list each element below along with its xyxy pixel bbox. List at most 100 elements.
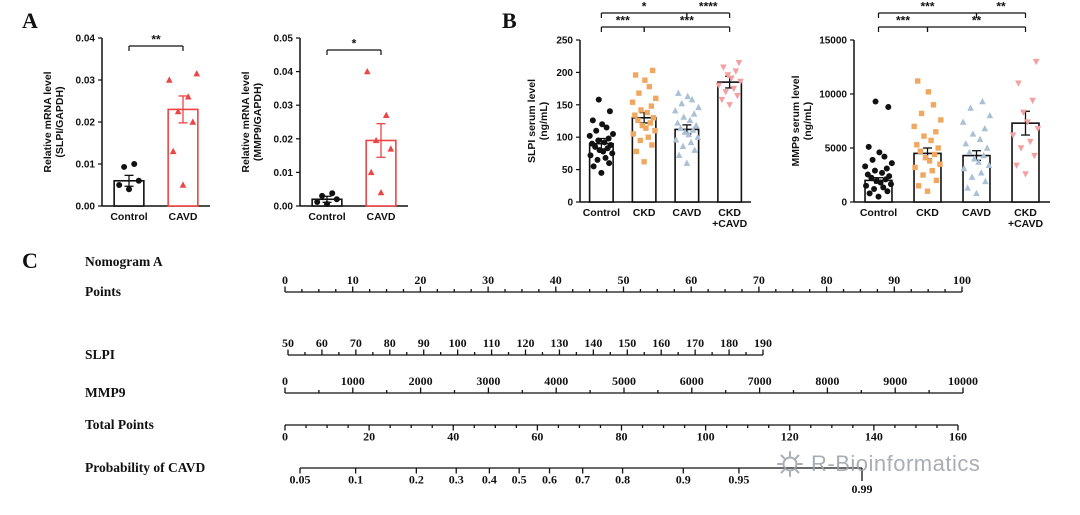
y-axis-title: (ng/mL) xyxy=(802,102,814,141)
points-CAVD xyxy=(959,97,994,197)
sig-label: ** xyxy=(972,14,982,28)
category-label: CAVD xyxy=(962,207,991,219)
nomogram-tick-label: 20 xyxy=(414,273,426,287)
category-label: CAVD xyxy=(367,211,396,223)
nomogram-tick-label: 10000 xyxy=(948,374,978,388)
points-CKD+CAVD xyxy=(715,59,744,109)
nomogram-tick-label: 0.4 xyxy=(482,473,497,487)
nomogram-tick-label: 80 xyxy=(821,273,833,287)
nomogram-row-label: Probability of CAVD xyxy=(85,460,206,475)
nomogram-tick-label: 0.5 xyxy=(512,473,527,487)
sig-label: *** xyxy=(896,14,910,28)
nomogram-tick-label: 0 xyxy=(282,430,288,444)
category-label: +CAVD xyxy=(712,218,748,230)
y-tick-label: 0.03 xyxy=(76,76,96,87)
panel-b-label: B xyxy=(502,8,517,33)
chart-mmp9-mrna-bar-scatter: 0.00 0.01 0.02 0.03 0.04 0.05 Relative mRNA le… xyxy=(240,34,408,223)
nomogram-tick-label: 10 xyxy=(347,273,359,287)
y-tick-label: 0.03 xyxy=(274,101,294,112)
nomogram-tick-label: 0.7 xyxy=(575,473,590,487)
y-axis-title: (MMP9/GAPDH) xyxy=(252,83,264,161)
nomogram-tick-label: 120 xyxy=(781,430,799,444)
category-label: CAVD xyxy=(672,207,701,219)
sig-label: ** xyxy=(996,0,1006,14)
y-tick-label: 0 xyxy=(841,198,847,209)
nomogram-tick-label: 100 xyxy=(449,336,467,350)
y-tick-label: 0.04 xyxy=(274,67,294,78)
nomogram-tick-label: 60 xyxy=(531,430,543,444)
nomogram-tick-label: 0.95 xyxy=(728,473,749,487)
nomogram-tick-label: 0.3 xyxy=(449,473,464,487)
sig-label: * xyxy=(642,0,647,14)
y-tick-label: 0.01 xyxy=(274,168,294,179)
sig-label: **** xyxy=(699,0,718,14)
nomogram-tick-label: 9000 xyxy=(883,374,907,388)
nomogram-tick-label: 0.9 xyxy=(676,473,691,487)
nomogram-tick-label: 0.99 xyxy=(852,482,873,496)
nomogram-tick-label: 1000 xyxy=(341,374,365,388)
nomogram-tick-label: 50 xyxy=(618,273,630,287)
nomogram-tick-label: 80 xyxy=(616,430,628,444)
points-Control xyxy=(862,98,895,200)
nomogram-row-label: Points xyxy=(85,284,121,299)
sig-bracket xyxy=(877,26,929,32)
nomogram-tick-label: 160 xyxy=(652,336,670,350)
nomogram-tick-label: 7000 xyxy=(748,374,772,388)
sig-label: *** xyxy=(920,0,934,14)
nomogram-tick-label: 70 xyxy=(350,336,362,350)
nomogram-tick-label: 160 xyxy=(949,430,967,444)
nomogram-tick-label: 80 xyxy=(384,336,396,350)
y-tick-label: 5000 xyxy=(825,144,848,155)
nomogram-tick-label: 140 xyxy=(865,430,883,444)
y-axis-title: (ng/mL) xyxy=(538,102,550,141)
nomogram-tick-label: 90 xyxy=(418,336,430,350)
category-label: Control xyxy=(110,211,147,223)
chart-mmp9-serum-bar-scatter: 0 5000 10000 15000 MMP9 serum level (ng/mL) Co… xyxy=(790,0,1050,230)
points-Control xyxy=(116,161,142,193)
y-tick-label: 0.01 xyxy=(76,160,96,171)
nomogram-tick-label: 40 xyxy=(550,273,562,287)
nomogram-axis xyxy=(284,387,964,394)
sig-bracket xyxy=(326,49,382,55)
y-tick-label: 150 xyxy=(556,100,573,111)
nomogram-tick-label: 140 xyxy=(584,336,602,350)
category-label: CKD xyxy=(916,207,939,219)
y-tick-label: 0.00 xyxy=(274,202,294,213)
sig-label: *** xyxy=(680,14,694,28)
y-axis-title: Relative mRNA level xyxy=(240,71,252,172)
nomogram-row-label: MMP9 xyxy=(85,385,126,400)
panel-c-label: C xyxy=(22,248,38,273)
category-label: CAVD xyxy=(169,211,198,223)
nomogram-tick-label: 150 xyxy=(618,336,636,350)
nomogram-tick-label: 3000 xyxy=(476,374,500,388)
nomogram-tick-label: 130 xyxy=(550,336,568,350)
y-tick-label: 0.05 xyxy=(274,34,294,45)
nomogram-tick-label: 0.8 xyxy=(615,473,630,487)
category-label: Control xyxy=(860,207,897,219)
y-axis-title: SLPI serum level xyxy=(526,79,538,163)
nomogram-row-label: SLPI xyxy=(85,347,115,362)
nomogram-tick-label: 100 xyxy=(697,430,715,444)
nomogram-tick-label: 60 xyxy=(685,273,697,287)
y-tick-label: 15000 xyxy=(819,36,847,47)
nomogram-tick-label: 6000 xyxy=(680,374,704,388)
y-tick-label: 0.02 xyxy=(76,118,96,129)
nomogram-tick-label: 0.6 xyxy=(542,473,557,487)
y-tick-label: 50 xyxy=(562,165,574,176)
nomogram-axis xyxy=(287,349,764,356)
nomogram-tick-label: 0 xyxy=(282,374,288,388)
nomogram-tick-label: 30 xyxy=(482,273,494,287)
category-label: CKD xyxy=(633,207,656,219)
sig-bracket xyxy=(600,12,688,18)
category-label: CKD xyxy=(1014,207,1037,219)
sig-label: * xyxy=(352,37,357,51)
nomogram-axis xyxy=(284,424,959,431)
nomogram-tick-label: 5000 xyxy=(612,374,636,388)
y-tick-label: 0.02 xyxy=(274,134,294,145)
sig-bracket xyxy=(926,26,1027,32)
sig-label: *** xyxy=(616,14,630,28)
points-CAVD xyxy=(165,70,201,188)
nomogram-tick-label: 0.1 xyxy=(348,473,363,487)
nomogram-tick-label: 120 xyxy=(517,336,535,350)
